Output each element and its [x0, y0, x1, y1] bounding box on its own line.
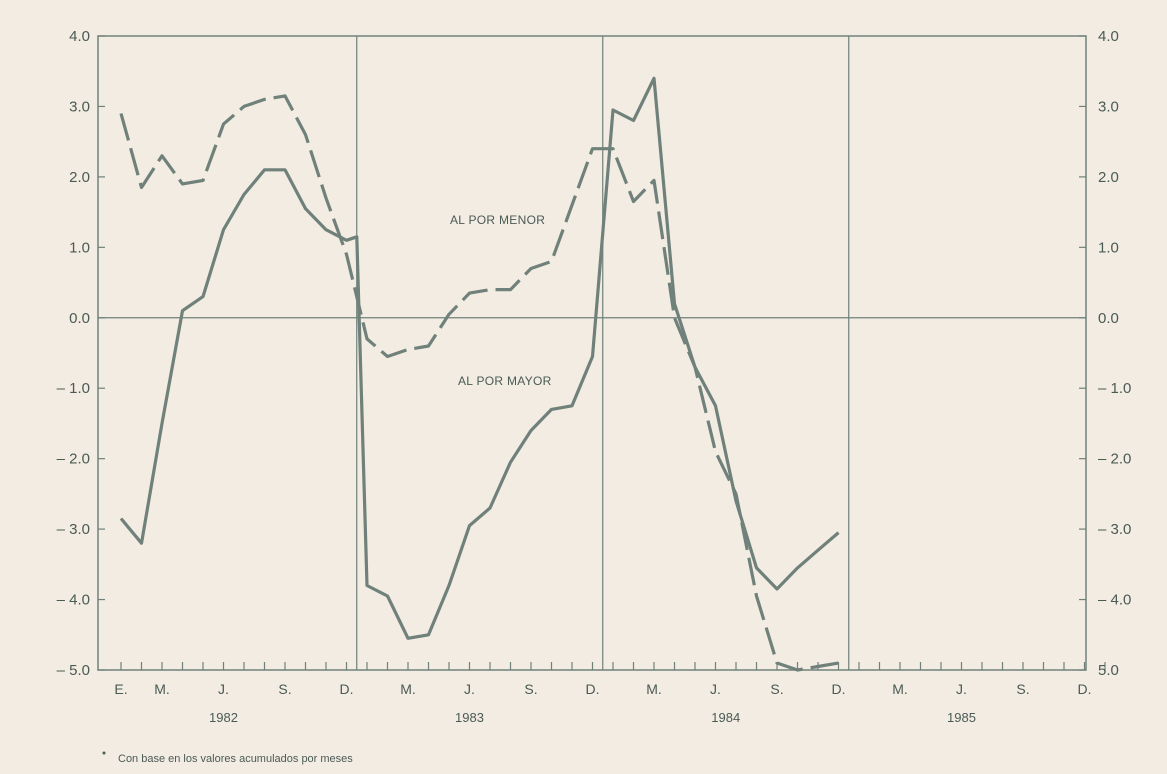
footnote: Con base en los valores acumulados por m…	[102, 751, 353, 765]
year-label: 1982	[209, 710, 238, 725]
x-tick-label: J.	[464, 681, 475, 697]
y-tick-label-left: 2.0	[69, 169, 90, 186]
series-label-al-por-menor: AL POR MENOR	[450, 213, 545, 227]
y-tick-label-left: 0.0	[69, 310, 90, 327]
y-tick-label-left: – 3.0	[57, 521, 90, 538]
y-tick-label-right: 1.0	[1098, 239, 1119, 256]
series-line-al-por-mayor	[119, 76, 840, 640]
year-label: 1985	[947, 710, 976, 725]
y-tick-label-right: 2.0	[1098, 169, 1119, 186]
y-tick-label-left: 1.0	[69, 239, 90, 256]
axis-labels: 4.0 4.0 3.0 3.0 2.0 2.0 1.0 1.0 0.0 0.0 – 1.0 – 1.0…	[57, 28, 1132, 725]
year-label: 1984	[711, 710, 740, 725]
series-lines	[119, 76, 840, 672]
x-tick-label: S.	[770, 681, 783, 697]
y-tick-label-left: 4.0	[69, 28, 90, 45]
y-tick-label-left: – 4.0	[57, 592, 90, 609]
series-line-al-por-menor	[119, 94, 839, 672]
y-tick-label-right: – 2.0	[1098, 451, 1131, 468]
y-tick-label-left: – 5.0	[57, 662, 90, 679]
y-tick-label-right: 3.0	[1098, 98, 1119, 115]
y-tick-label-right: 4.0	[1098, 28, 1119, 45]
year-label: 1983	[455, 710, 484, 725]
y-tick-label-left: 3.0	[69, 98, 90, 115]
y-tick-label-right: 5.0	[1098, 662, 1119, 679]
gridlines	[98, 36, 1086, 670]
x-tick-label: S.	[524, 681, 537, 697]
x-tick-label: D.	[586, 681, 600, 697]
x-tick-label: D.	[832, 681, 846, 697]
y-tick-label-right: – 4.0	[1098, 592, 1131, 609]
x-tick-label: D.	[340, 681, 354, 697]
x-tick-label: J.	[710, 681, 721, 697]
y-tick-label-right: – 1.0	[1098, 380, 1131, 397]
x-tick-label: S.	[278, 681, 291, 697]
series-label-al-por-mayor: AL POR MAYOR	[458, 374, 552, 388]
y-tick-label-right: 0.0	[1098, 310, 1119, 327]
x-tick-label: E.	[114, 681, 127, 697]
x-tick-label: M.	[400, 681, 416, 697]
footnote-marker	[102, 751, 106, 755]
x-tick-label: D.	[1078, 681, 1092, 697]
x-tick-label: J.	[956, 681, 967, 697]
x-tick-label: M.	[154, 681, 170, 697]
footnote-text: Con base en los valores acumulados por m…	[118, 753, 353, 765]
x-tick-label: J.	[218, 681, 229, 697]
x-tick-label: S.	[1016, 681, 1029, 697]
axis-ticks	[98, 35, 1106, 671]
y-tick-label-left: – 2.0	[57, 451, 90, 468]
x-tick-label: M.	[892, 681, 908, 697]
x-tick-label: M.	[646, 681, 662, 697]
y-tick-label-left: – 1.0	[57, 380, 90, 397]
y-tick-label-right: – 3.0	[1098, 521, 1131, 538]
